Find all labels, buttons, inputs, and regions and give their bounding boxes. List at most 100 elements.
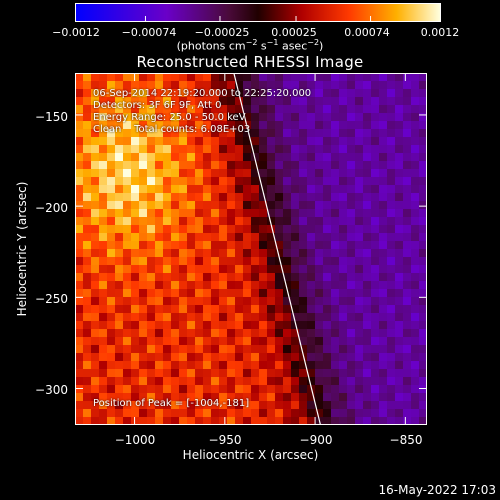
heatmap-cell (251, 153, 260, 162)
heatmap-cell (171, 289, 180, 298)
heatmap-cell (227, 305, 236, 314)
heatmap-cell (403, 185, 412, 194)
heatmap-cell (291, 297, 300, 306)
heatmap-cell (139, 153, 148, 162)
heatmap-cell (91, 289, 100, 298)
heatmap-cell (203, 233, 212, 242)
heatmap-cell (371, 369, 380, 378)
heatmap-cell (227, 385, 236, 394)
heatmap-cell (91, 201, 100, 210)
heatmap-cell (283, 169, 292, 178)
heatmap-cell (195, 297, 204, 306)
heatmap-cell (403, 257, 412, 266)
heatmap-cell (339, 129, 348, 138)
heatmap-cell (243, 113, 252, 122)
heatmap-cell (139, 129, 148, 138)
heatmap-cell (91, 233, 100, 242)
heatmap-cell (275, 233, 284, 242)
heatmap-cell (155, 273, 164, 282)
heatmap-cell (259, 153, 268, 162)
heatmap-cell (107, 377, 116, 386)
heatmap-cell (179, 265, 188, 274)
heatmap-cell (251, 89, 260, 98)
heatmap-cell (267, 257, 276, 266)
heatmap-cell (411, 97, 420, 106)
heatmap-cell (291, 89, 300, 98)
heatmap-cell (355, 185, 364, 194)
heatmap-cell (339, 209, 348, 218)
heatmap-cell (147, 361, 156, 370)
heatmap-cell (275, 257, 284, 266)
heatmap-cell (155, 113, 164, 122)
heatmap-cell (235, 265, 244, 274)
heatmap-cell (115, 89, 124, 98)
heatmap-cell (147, 121, 156, 130)
heatmap-cell (179, 281, 188, 290)
heatmap-cell (411, 265, 420, 274)
heatmap-cell (155, 385, 164, 394)
heatmap-cell (339, 329, 348, 338)
heatmap-cell (315, 185, 324, 194)
heatmap-cell (235, 249, 244, 258)
heatmap-cell (267, 377, 276, 386)
heatmap-cell (283, 89, 292, 98)
heatmap-cell (155, 169, 164, 178)
heatmap-cell (155, 401, 164, 410)
heatmap-cell (179, 393, 188, 402)
heatmap-cell (195, 145, 204, 154)
heatmap-cell (227, 329, 236, 338)
heatmap-cell (363, 337, 372, 346)
heatmap-cell (379, 297, 388, 306)
heatmap-cell (339, 137, 348, 146)
heatmap-cell (363, 377, 372, 386)
heatmap-cell (243, 169, 252, 178)
heatmap-cell (203, 401, 212, 410)
heatmap-cell (259, 137, 268, 146)
heatmap-cell (83, 81, 92, 90)
heatmap-cell (131, 369, 140, 378)
heatmap-cell (211, 129, 220, 138)
heatmap-cell (115, 153, 124, 162)
heatmap-cell (75, 393, 84, 402)
heatmap-cell (275, 385, 284, 394)
heatmap-cell (107, 209, 116, 218)
heatmap-cell (411, 201, 420, 210)
heatmap-cell (123, 121, 132, 130)
heatmap-cell (395, 233, 404, 242)
heatmap-cell (227, 177, 236, 186)
heatmap-cell (403, 105, 412, 114)
heatmap-cell (355, 401, 364, 410)
heatmap-cell (219, 209, 228, 218)
heatmap-cell (219, 153, 228, 162)
heatmap-cell (283, 321, 292, 330)
heatmap-cell (355, 369, 364, 378)
heatmap-cell (331, 233, 340, 242)
heatmap-cell (299, 185, 308, 194)
heatmap-cell (387, 409, 396, 418)
heatmap-cell (363, 185, 372, 194)
heatmap-cell (147, 257, 156, 266)
heatmap-cell (371, 417, 380, 425)
heatmap-cell (395, 89, 404, 98)
heatmap-cell (75, 145, 84, 154)
heatmap-cell (299, 137, 308, 146)
heatmap-cell (267, 281, 276, 290)
heatmap-cell (227, 81, 236, 90)
heatmap-cell (139, 137, 148, 146)
heatmap-cell (211, 329, 220, 338)
heatmap-cell (251, 249, 260, 258)
heatmap-cell (371, 409, 380, 418)
heatmap-cell (235, 97, 244, 106)
heatmap-cell (235, 73, 244, 82)
heatmap-cell (235, 193, 244, 202)
heatmap-cell (243, 209, 252, 218)
heatmap-cell (91, 113, 100, 122)
heatmap-cell (107, 353, 116, 362)
heatmap-cell (83, 217, 92, 226)
heatmap-cell (155, 233, 164, 242)
heatmap-cell (115, 137, 124, 146)
heatmap-cell (227, 217, 236, 226)
heatmap-cell (347, 225, 356, 234)
heatmap-cell (107, 225, 116, 234)
heatmap-cell (75, 81, 84, 90)
